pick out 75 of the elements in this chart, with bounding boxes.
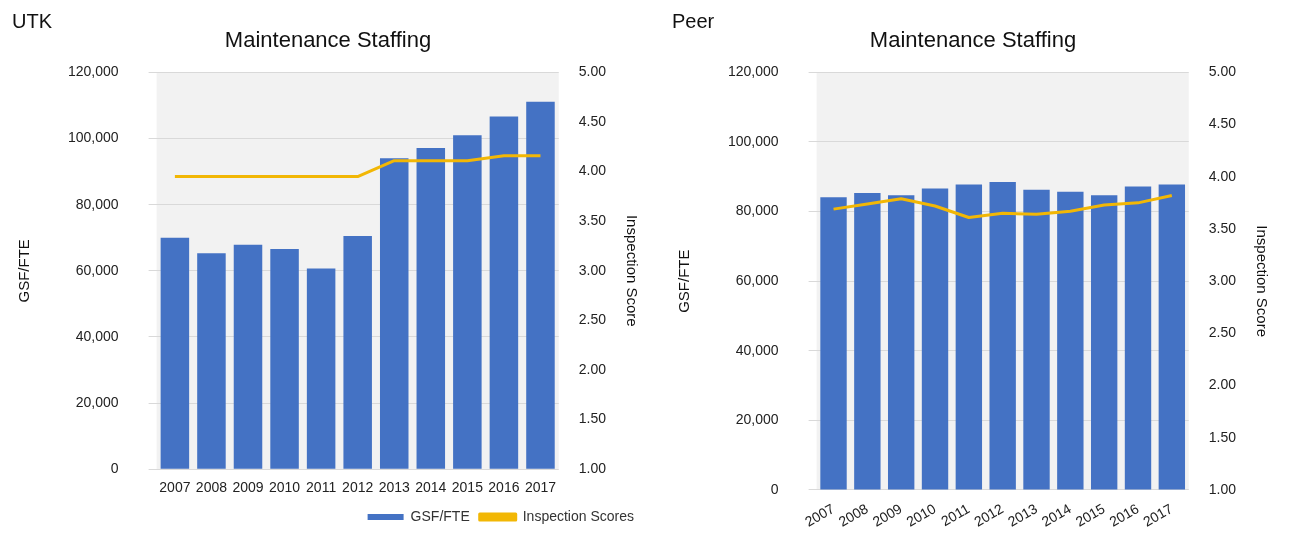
y-tick-label: 60,000 — [735, 272, 779, 288]
y2-tick-label: 1.50 — [578, 410, 607, 427]
y-tick-label: 100,000 — [68, 129, 119, 146]
x-tick-label: 2011 — [938, 500, 973, 530]
x-tick-label: 2015 — [1072, 500, 1108, 530]
x-tick-label: 2008 — [195, 479, 228, 496]
x-tick-label: 2009 — [869, 500, 905, 530]
legend-label: Inspection Scores — [522, 507, 635, 524]
bar — [416, 148, 446, 469]
y2-tick-label: 2.50 — [578, 311, 607, 328]
y-tick-label: 0 — [110, 460, 119, 477]
bar — [197, 253, 226, 469]
x-tick-label: 2016 — [1106, 500, 1142, 530]
y2-tick-label: 2.00 — [578, 360, 607, 377]
y2-tick-label: 4.50 — [1208, 115, 1237, 132]
x-tick-label: 2010 — [903, 500, 939, 530]
y-tick-label: 60,000 — [75, 261, 119, 278]
y-tick-label: 20,000 — [75, 393, 119, 410]
text: Peer — [672, 9, 715, 32]
bar — [526, 101, 555, 469]
text: UTK — [12, 9, 53, 32]
y2-tick-label: 5.00 — [578, 63, 607, 80]
bar — [343, 236, 372, 469]
y2-tick-label: 1.00 — [1208, 480, 1237, 497]
y-axis-title: GSF/FTE — [675, 249, 693, 313]
y2-tick-label: 3.50 — [1208, 219, 1237, 236]
x-tick-label: 2015 — [451, 479, 484, 496]
y2-tick-label: 5.00 — [1208, 63, 1237, 80]
y2-tick-label: 1.00 — [578, 460, 607, 477]
x-tick-label: 2011 — [306, 479, 337, 496]
y2-axis-title: Inspection Score — [623, 214, 641, 327]
y-tick-label: 100,000 — [728, 132, 779, 149]
bar — [233, 244, 263, 469]
y2-tick-label: 3.00 — [578, 261, 607, 278]
y-tick-label: 20,000 — [735, 411, 779, 428]
bar — [306, 268, 336, 469]
x-tick-label: 2016 — [488, 479, 520, 496]
x-tick-label: 2007 — [802, 500, 838, 530]
chart-title: Maintenance Staffing — [224, 27, 432, 53]
bar — [379, 158, 409, 469]
y-tick-label: 40,000 — [75, 327, 119, 344]
bar — [489, 116, 519, 469]
y2-tick-label: 2.50 — [1208, 324, 1237, 341]
y-tick-label: 120,000 — [728, 63, 779, 80]
y2-tick-label: 2.00 — [1208, 376, 1237, 393]
bar — [270, 248, 299, 469]
bar — [453, 135, 482, 469]
chart-title: Maintenance Staffing — [869, 27, 1077, 53]
x-tick-label: 2007 — [159, 479, 191, 496]
x-tick-label: 2013 — [1004, 500, 1041, 530]
y-tick-label: 40,000 — [735, 341, 779, 358]
x-tick-label: 2008 — [835, 500, 871, 530]
y-tick-label: 80,000 — [735, 202, 779, 219]
legend-label: GSF/FTE — [410, 507, 470, 524]
y2-tick-label: 4.00 — [578, 162, 607, 179]
x-tick-label: 2017 — [524, 479, 557, 496]
x-tick-label: 2014 — [415, 479, 447, 496]
y2-tick-label: 1.50 — [1208, 428, 1237, 445]
y-axis-title: GSF/FTE — [15, 239, 33, 303]
y2-axis-title: Inspection Score — [1253, 225, 1271, 338]
x-tick-label: 2012 — [971, 500, 1007, 530]
y2-tick-label: 3.50 — [578, 212, 607, 229]
y-tick-label: 80,000 — [75, 195, 119, 212]
y2-tick-label: 3.00 — [1208, 272, 1237, 288]
x-tick-label: 2014 — [1038, 500, 1074, 530]
bar — [160, 237, 190, 469]
y2-tick-label: 4.00 — [1208, 167, 1237, 184]
x-tick-label: 2009 — [232, 479, 264, 496]
x-tick-label: 2013 — [378, 479, 411, 496]
x-tick-label: 2017 — [1140, 500, 1176, 530]
y-tick-label: 120,000 — [68, 63, 119, 80]
y2-tick-label: 4.50 — [578, 112, 607, 129]
y-tick-label: 0 — [770, 480, 779, 497]
x-tick-label: 2012 — [342, 479, 374, 496]
x-tick-label: 2010 — [268, 479, 301, 496]
